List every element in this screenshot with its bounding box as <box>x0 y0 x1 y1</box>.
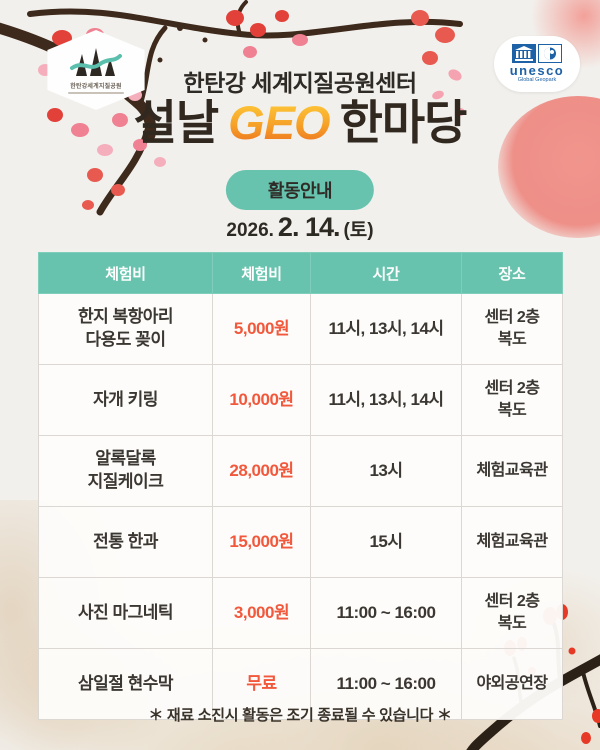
cell-fee: 10,000원 <box>212 364 311 436</box>
activity-table: 체험비 체험비 시간 장소 한지 복항아리 다용도 꽂이 5,000원 11시,… <box>38 252 563 720</box>
cell-activity: 한지 복항아리 다용도 꽂이 <box>38 293 213 365</box>
geopark-logo-icon <box>70 48 122 76</box>
cell-activity: 자개 키링 <box>38 364 213 436</box>
event-date-year: 2026. <box>226 220 274 241</box>
geopark-logo: 한탄강세계지질공원 <box>47 30 145 110</box>
cell-activity: 삼일절 현수막 <box>38 648 213 720</box>
table-row: 전통 한과 15,000원 15시 체험교육관 <box>38 506 563 578</box>
unesco-logo: unesco Global Geopark <box>494 36 580 92</box>
event-date-day: 2. 14. <box>277 212 341 242</box>
cell-time: 11:00 ~ 16:00 <box>310 577 462 649</box>
global-geopark-icon <box>538 44 562 64</box>
cell-fee: 28,000원 <box>212 435 311 507</box>
col-header-fee: 체험비 <box>212 252 311 294</box>
cell-fee: 3,000원 <box>212 577 311 649</box>
event-date-weekday: (토) <box>343 220 374 241</box>
cell-activity: 알록달록 지질케이크 <box>38 435 213 507</box>
col-header-time: 시간 <box>310 252 462 294</box>
table-row: 알록달록 지질케이크 28,000원 13시 체험교육관 <box>38 435 563 507</box>
cell-fee: 무료 <box>212 648 311 720</box>
col-header-place: 장소 <box>461 252 563 294</box>
cell-activity: 전통 한과 <box>38 506 213 578</box>
table-row: 삼일절 현수막 무료 11:00 ~ 16:00 야외공연장 <box>38 648 563 720</box>
cell-fee: 5,000원 <box>212 293 311 365</box>
cell-fee: 15,000원 <box>212 506 311 578</box>
cell-time: 11시, 13시, 14시 <box>310 364 462 436</box>
cell-place: 센터 2층 복도 <box>461 577 563 649</box>
table-header-row: 체험비 체험비 시간 장소 <box>38 252 563 294</box>
center-subtitle: 한탄강 세계지질공원센터 <box>183 70 417 96</box>
unesco-temple-icon <box>512 44 536 64</box>
unesco-subtext: Global Geopark <box>517 77 557 84</box>
event-date: 2026. 2. 14. (토) <box>0 212 600 243</box>
footer-note: ＊ 재료 소진시 활동은 조기 종료될 수 있습니다 ＊ <box>148 707 452 724</box>
title-pre: 설날 <box>133 96 219 149</box>
page-title: 설날 GEO 한마당 <box>0 94 600 153</box>
cell-time: 13시 <box>310 435 462 507</box>
cell-place: 센터 2층 복도 <box>461 364 563 436</box>
title-geo: GEO <box>228 96 330 149</box>
table-row: 자개 키링 10,000원 11시, 13시, 14시 센터 2층 복도 <box>38 364 563 436</box>
cell-place: 체험교육관 <box>461 506 563 578</box>
cell-time: 15시 <box>310 506 462 578</box>
cell-time: 11시, 13시, 14시 <box>310 293 462 365</box>
activity-guide-badge: 활동안내 <box>225 170 375 210</box>
col-header-activity: 체험비 <box>38 252 213 294</box>
table-row: 한지 복항아리 다용도 꽂이 5,000원 11시, 13시, 14시 센터 2… <box>38 293 563 365</box>
table-row: 사진 마그네틱 3,000원 11:00 ~ 16:00 센터 2층 복도 <box>38 577 563 649</box>
title-post: 한마당 <box>339 96 468 149</box>
cell-place: 체험교육관 <box>461 435 563 507</box>
geopark-logo-subline <box>68 92 124 94</box>
cell-time: 11:00 ~ 16:00 <box>310 648 462 720</box>
cell-activity: 사진 마그네틱 <box>38 577 213 649</box>
unesco-wordmark: unesco <box>509 63 565 79</box>
geopark-logo-label: 한탄강세계지질공원 <box>70 84 122 90</box>
cell-place: 야외공연장 <box>461 648 563 720</box>
cell-place: 센터 2층 복도 <box>461 293 563 365</box>
unesco-logo-icons <box>512 44 562 64</box>
